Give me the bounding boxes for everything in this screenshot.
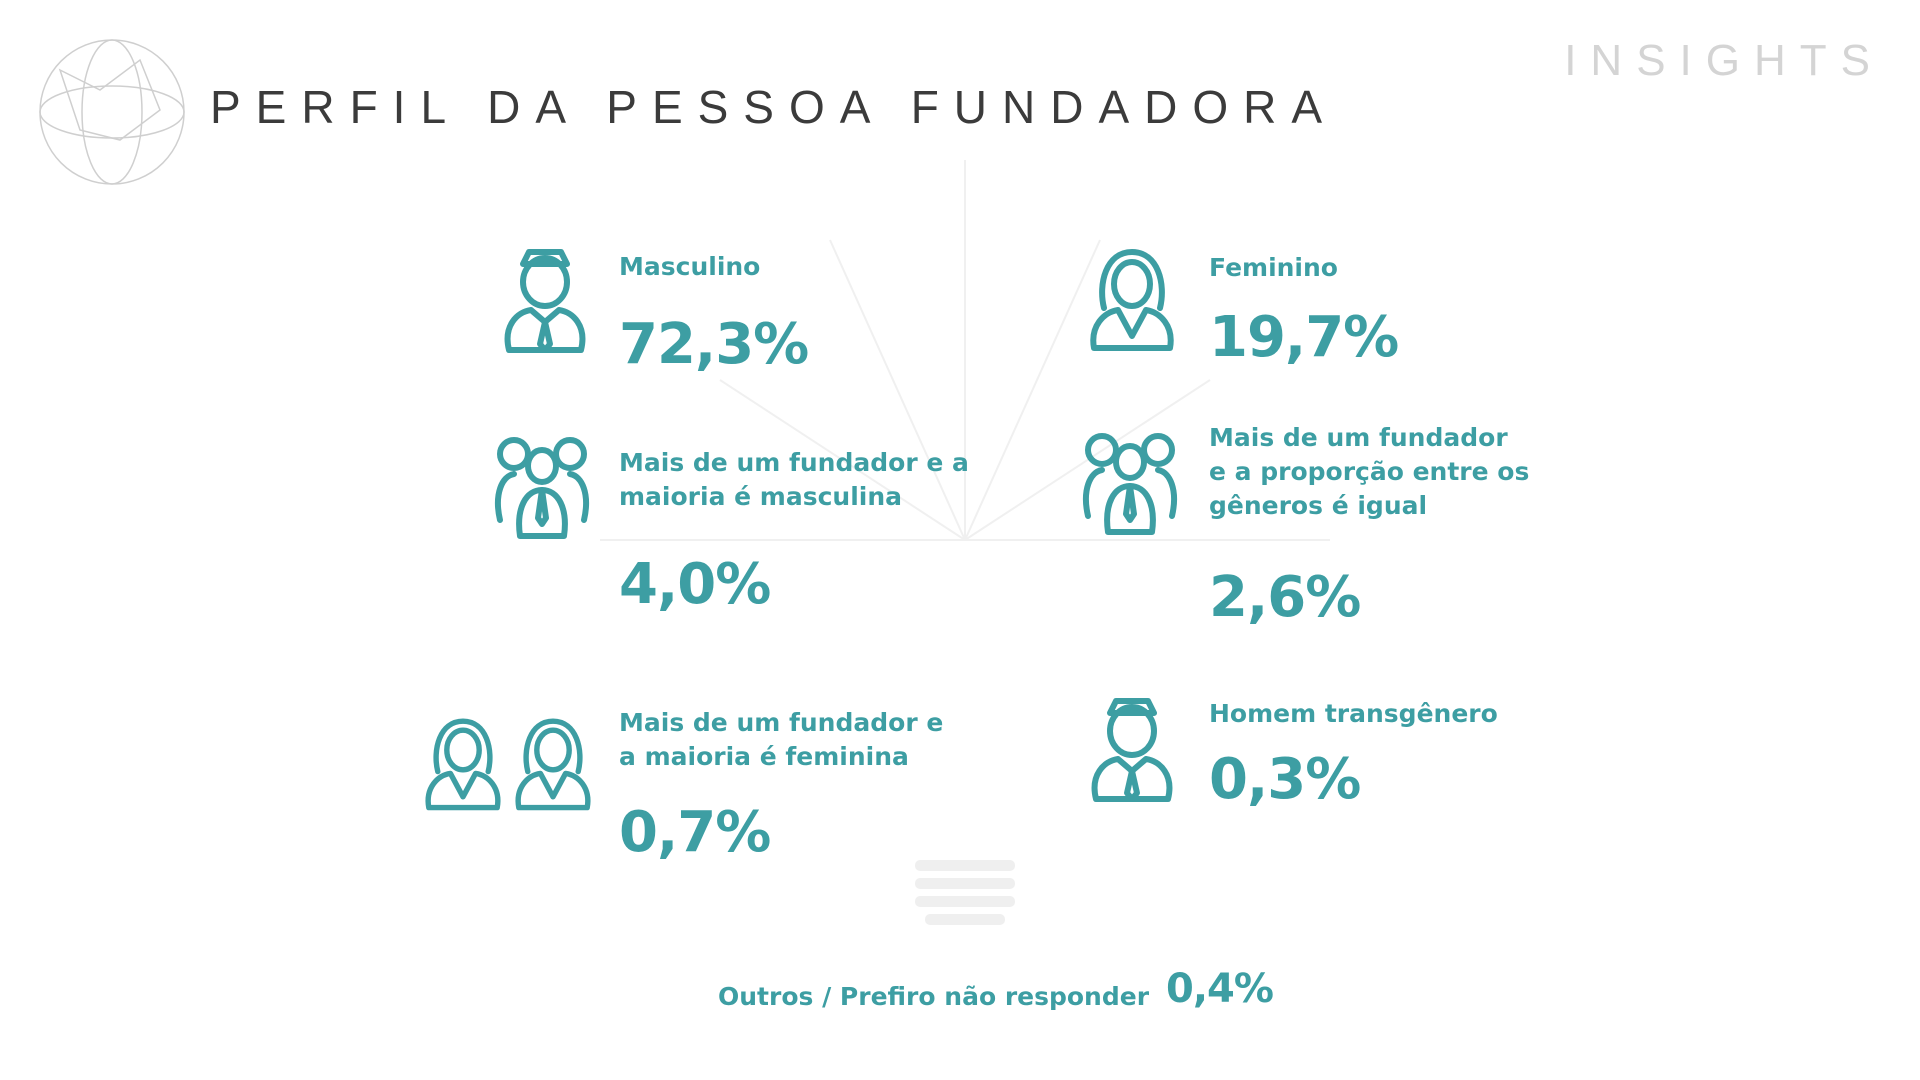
item-value: 4,0% [619, 552, 771, 617]
sunburst [600, 160, 1330, 541]
label-line: Mais de um fundador e a [619, 448, 969, 477]
label-line: Mais de um fundador [1209, 423, 1508, 452]
icon-group-equal [1086, 436, 1174, 532]
label-line: e a proporção entre os [1209, 457, 1530, 486]
label-line: Masculino [619, 252, 761, 281]
icon-male [508, 252, 583, 350]
logo-mark [915, 860, 1015, 925]
label-line: a maioria é feminina [619, 742, 909, 771]
item-value: 0,7% [619, 800, 771, 865]
item-label: Mais de um fundador e a maioria é masculi… [619, 446, 969, 514]
icon-female [1093, 252, 1170, 348]
globe [39, 39, 185, 185]
label-line: Homem transgênero [1209, 699, 1498, 728]
label-line: gêneros é igual [1209, 491, 1428, 520]
item-value: 72,3% [619, 312, 809, 377]
footer-label: Outros / Prefiro não responder [718, 982, 1150, 1011]
item-label: Feminino [1209, 251, 1338, 285]
label-line: Mais de um fundador e [619, 708, 944, 737]
label-line: maioria é masculina [619, 482, 903, 511]
item-label: Mais de um fundador e a proporção entre o… [1209, 421, 1529, 523]
footer-value: 0,4% [1166, 966, 1274, 1012]
item-value: 0,3% [1209, 747, 1361, 812]
icon-trans-male [1095, 701, 1170, 799]
item-label: Homem transgênero [1209, 697, 1498, 731]
item-value: 19,7% [1209, 305, 1399, 370]
item-label: Mais de um fundador e a maioria é feminin… [619, 706, 943, 774]
item-value: 2,6% [1209, 565, 1361, 630]
icon-group-male [498, 440, 586, 536]
label-line: Feminino [1209, 253, 1338, 282]
brand: INSIGHTS [1564, 36, 1884, 85]
icon-group-female [428, 721, 588, 807]
item-label: Masculino [619, 250, 760, 284]
page-title: PERFIL DA PESSOA FUNDADORA [210, 81, 1338, 133]
